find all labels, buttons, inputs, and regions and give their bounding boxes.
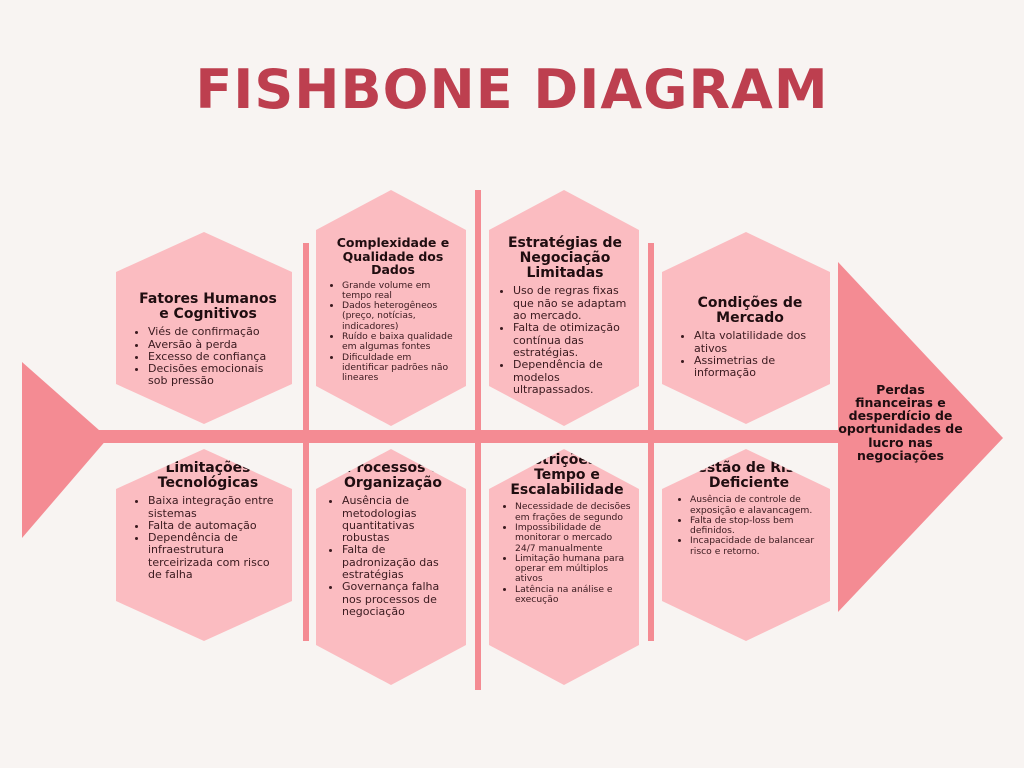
cause-item: Impossibilidade de monitorar o mercado 2… (515, 523, 633, 554)
cause-item: Necessidade de decisões em frações de se… (515, 502, 633, 523)
cause-item: Baixa integração entre sistemas (148, 495, 282, 520)
cause-human-factors: Fatores Humanos e Cognitivos Viés de con… (116, 232, 292, 424)
cause-data-complexity: Complexidade e Qualidade dos Dados Grand… (316, 190, 466, 426)
fish-tail (22, 362, 108, 538)
cause-tech-limitations: Limitações Tecnológicas Baixa integração… (116, 449, 292, 641)
cause-item: Ausência de metodologias quantitativas r… (342, 495, 458, 544)
cause-item: Dificuldade em identificar padrões não l… (342, 353, 458, 384)
cause-item: Excesso de confiança (148, 351, 282, 363)
cause-item: Incapacidade de balancear risco e retorn… (690, 536, 822, 557)
cause-strategies: Estratégias de Negociação Limitadas Uso … (489, 190, 639, 426)
cause-item: Decisões emocionais sob pressão (148, 363, 282, 388)
cause-time-scalability: Restrições de Tempo e Escalabilidade Nec… (489, 449, 639, 685)
cause-item: Uso de regras fixas que não se adaptam a… (513, 285, 631, 322)
cause-title: Processos e Organização (344, 460, 442, 492)
diagram-title: FISHBONE DIAGRAM (195, 58, 829, 121)
cause-item: Dependência de infraestrutura terceiriza… (148, 532, 282, 581)
fish-head (838, 262, 1003, 612)
cause-item: Ruído e baixa qualidade em algumas fonte… (342, 332, 458, 353)
cause-title: Fatores Humanos e Cognitivos (139, 291, 277, 323)
cause-title: Condições de Mercado (697, 295, 803, 327)
cause-risk-management: Gestão de Risco Deficiente Ausência de c… (662, 449, 830, 641)
cause-processes: Processos e Organização Ausência de meto… (316, 449, 466, 685)
cause-item: Assimetrias de informação (694, 355, 820, 380)
cause-item: Latência na análise e execução (515, 585, 633, 606)
cause-item: Governança falha nos processos de negoci… (342, 581, 458, 618)
cause-title: Estratégias de Negociação Limitadas (507, 235, 623, 282)
cause-item: Falta de padronização das estratégias (342, 544, 458, 581)
cause-item: Falta de automação (148, 520, 282, 532)
cause-item: Dependência de modelos ultrapassados. (513, 359, 631, 396)
cause-item: Viés de confirmação (148, 326, 282, 338)
cause-item: Alta volatilidade dos ativos (694, 330, 820, 355)
cause-title: Complexidade e Qualidade dos Dados (336, 235, 450, 277)
cause-item: Falta de otimização contínua das estraté… (513, 322, 631, 359)
cause-item: Falta de stop-loss bem definidos. (690, 516, 822, 537)
spine (22, 430, 842, 443)
effect-label: Perdas financeiras e desperdício de opor… (838, 382, 963, 463)
cause-market-conditions: Condições de Mercado Alta volatilidade d… (662, 232, 830, 424)
cause-item: Dados heterogêneos (preço, notícias, ind… (342, 301, 458, 332)
cause-item: Ausência de controle de exposição e alav… (690, 495, 822, 516)
cause-item: Grande volume em tempo real (342, 281, 458, 302)
cause-title: Limitações Tecnológicas (157, 460, 259, 492)
cause-item: Limitação humana para operar em múltiplo… (515, 554, 633, 585)
cause-item: Aversão à perda (148, 339, 282, 351)
